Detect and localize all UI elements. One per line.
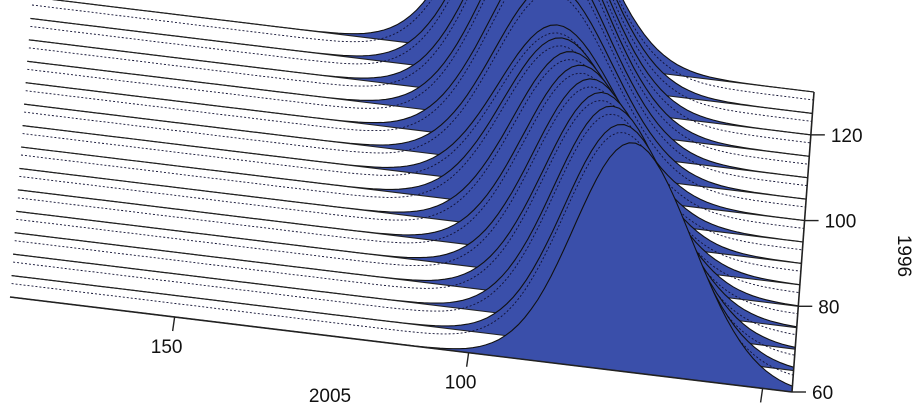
ridge-baseline (25, 82, 808, 179)
ridge-contour (22, 32, 805, 229)
y-tick-label: 60 (812, 383, 833, 404)
ridge-contour (20, 45, 804, 251)
ridge-layer (9, 0, 815, 393)
axes-layer (9, 91, 815, 393)
x-tick-label: 150 (151, 337, 183, 358)
ridge-contour (17, 72, 800, 294)
ridge-contour (14, 99, 797, 336)
x-tick (465, 352, 470, 367)
x-tick (171, 316, 176, 332)
ridge-contour (30, 0, 813, 122)
y-axis-title: 1996 (893, 235, 914, 277)
y-axis-line (791, 91, 815, 393)
tick-layer: 150 100 50 60 80 100 120 (151, 126, 863, 411)
x-axis-title: 2005 (309, 386, 351, 407)
x-tick-label: 100 (445, 373, 477, 394)
x-tick-label: 50 (744, 408, 765, 411)
ridge-baseline (27, 60, 810, 157)
y-tick-label: 100 (825, 212, 857, 233)
x-tick (759, 388, 764, 403)
x-axis-line (9, 296, 793, 393)
ridge-contour (24, 0, 807, 208)
y-tick-label: 120 (831, 126, 863, 147)
ridge-contour (27, 0, 810, 165)
ridge-contour (28, 0, 811, 144)
y-tick-label: 80 (818, 297, 839, 318)
ridge-area (10, 142, 792, 392)
ridge-contour (11, 132, 794, 376)
ridge-contour (31, 0, 815, 101)
ridge-contour (13, 113, 796, 356)
